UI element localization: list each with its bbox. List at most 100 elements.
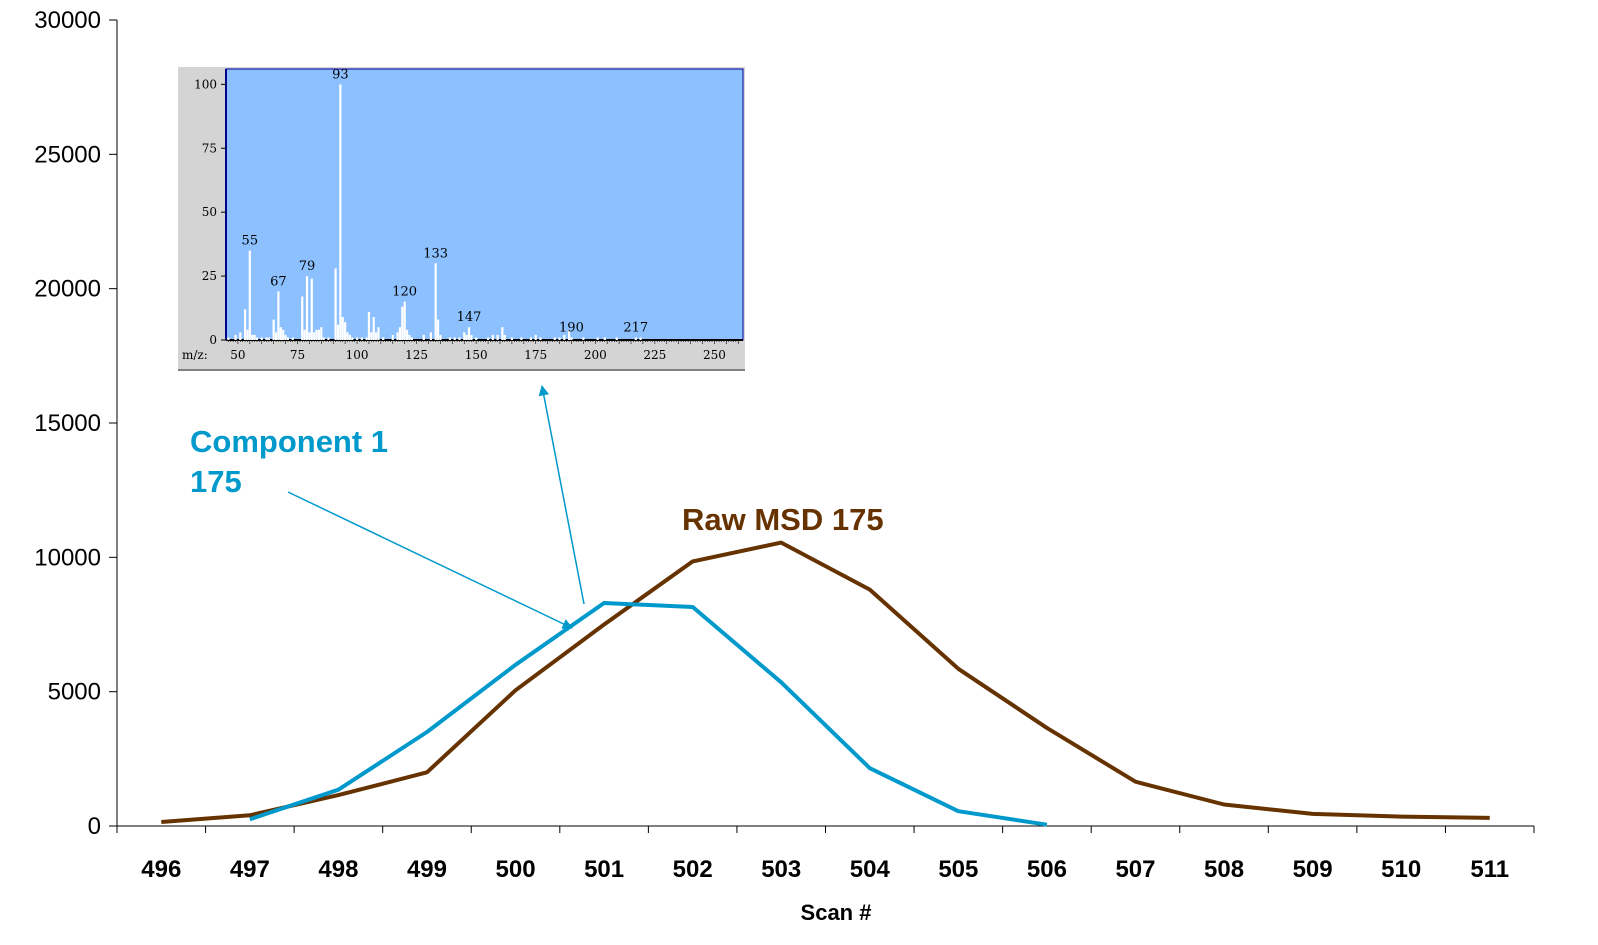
inset-x-tick-label: 250 xyxy=(703,348,726,362)
inset-peak xyxy=(639,337,642,340)
inset-peak xyxy=(313,332,316,340)
inset-x-tick-label: 150 xyxy=(465,348,488,362)
inset-peak xyxy=(274,332,278,340)
inset-peak xyxy=(339,84,342,340)
inset-peak xyxy=(234,334,237,340)
x-tick-label: 497 xyxy=(230,856,270,883)
x-tick-label: 508 xyxy=(1204,856,1244,883)
inset-peak xyxy=(603,337,606,340)
inset-peak xyxy=(463,332,466,340)
x-tick-label: 505 xyxy=(938,856,978,883)
series-layer xyxy=(161,540,1490,827)
inset-peak xyxy=(272,319,275,340)
inset-peak xyxy=(277,291,280,340)
inset-peak xyxy=(429,332,432,340)
inset-x-prefix: m/z: xyxy=(182,348,208,362)
inset-peak xyxy=(491,334,494,340)
x-tick-label: 499 xyxy=(407,856,447,883)
inset-peak xyxy=(520,337,523,340)
inset-peak xyxy=(282,329,285,340)
inset-peak xyxy=(558,337,561,340)
inset-peak xyxy=(248,250,251,340)
inset-peak xyxy=(251,334,254,340)
inset-peak xyxy=(503,334,506,340)
mass-spectrum-inset: 0 25 50 75 100 m/z: 50 75 100 125 150 175 200 225 250 5… xyxy=(178,67,745,371)
inset-peak xyxy=(408,334,411,340)
inset-y-tick-label: 75 xyxy=(202,141,217,155)
inset-peak xyxy=(372,316,375,340)
inset-peak xyxy=(336,324,340,340)
inset-peak xyxy=(279,327,282,340)
inset-peak xyxy=(351,337,354,340)
inset-peak xyxy=(377,327,380,340)
inset-peak xyxy=(243,309,247,340)
inset-y-tick-label: 50 xyxy=(202,205,217,219)
inset-peak xyxy=(360,337,363,340)
inset-peak xyxy=(534,334,537,340)
inset-peak xyxy=(475,337,478,340)
y-tick-label: 25000 xyxy=(34,141,101,168)
inset-plot-area xyxy=(225,68,744,341)
inset-peak xyxy=(434,263,437,340)
inset-peak xyxy=(341,316,344,340)
inset-peak xyxy=(284,334,287,340)
inset-peak xyxy=(403,301,406,340)
component-annotation-line-1: Component 1 xyxy=(190,424,388,459)
y-tick-label: 20000 xyxy=(34,276,101,303)
inset-peak xyxy=(317,329,321,340)
inset-y-tick-label: 0 xyxy=(209,333,217,347)
inset-peak-label: 147 xyxy=(457,310,482,325)
inset-peak xyxy=(634,337,637,340)
inset-peak xyxy=(255,337,259,340)
inset-x-tick-label: 225 xyxy=(643,348,666,362)
inset-peak-label: 190 xyxy=(559,320,584,335)
inset-peak xyxy=(367,311,371,340)
inset-peak xyxy=(227,337,230,340)
inset-peak xyxy=(539,337,542,340)
inset-peak xyxy=(370,332,373,340)
x-tick-label: 507 xyxy=(1115,856,1155,883)
inset-peak xyxy=(563,334,566,340)
inset-peak xyxy=(327,337,330,340)
inset-peak xyxy=(529,337,533,340)
inset-peak xyxy=(344,322,347,340)
inset-peak xyxy=(398,327,402,340)
inset-peak xyxy=(355,337,359,340)
inset-peak xyxy=(453,337,456,340)
inset-peak xyxy=(322,337,325,340)
inset-peak xyxy=(439,334,442,340)
inset-peak xyxy=(615,337,618,340)
inset-peak xyxy=(448,337,452,340)
inset-peak-label: 67 xyxy=(270,274,287,289)
inset-peak xyxy=(346,332,349,340)
inset-x-tick-label: 125 xyxy=(405,348,428,362)
y-tick-label: 0 xyxy=(88,813,101,840)
inset-peak xyxy=(320,327,323,340)
x-axis: 496 497 498 499 500 501 502 503 504 505 506 507 508 5… xyxy=(116,825,1535,883)
inset-peak xyxy=(365,337,368,340)
inset-peak xyxy=(291,337,294,340)
inset-peak xyxy=(308,332,311,340)
inset-peak xyxy=(267,337,270,340)
inset-x-tick-label: 75 xyxy=(290,348,305,362)
inset-peak xyxy=(486,337,490,340)
inset-peak xyxy=(496,334,499,340)
y-tick-label: 5000 xyxy=(48,679,101,706)
inset-peak xyxy=(501,327,504,340)
inset-peak xyxy=(239,332,242,340)
inset-peak xyxy=(596,337,599,340)
inset-peak xyxy=(305,276,309,340)
y-axis: 0 5000 10000 15000 20000 25000 30000 xyxy=(34,7,118,840)
inset-peak xyxy=(315,329,318,340)
inset-peak xyxy=(310,278,313,340)
inset-peak-label: 79 xyxy=(299,259,316,274)
x-tick-label: 496 xyxy=(141,856,181,883)
inset-peak xyxy=(401,306,404,340)
y-tick-label: 30000 xyxy=(34,7,101,34)
inset-peak xyxy=(253,334,256,340)
inset-peak-label: 55 xyxy=(242,234,259,249)
inset-peak xyxy=(374,332,378,340)
x-tick-label: 504 xyxy=(850,856,891,883)
inset-x-tick-label: 100 xyxy=(346,348,369,362)
inset-y-tick-label: 25 xyxy=(202,269,217,283)
